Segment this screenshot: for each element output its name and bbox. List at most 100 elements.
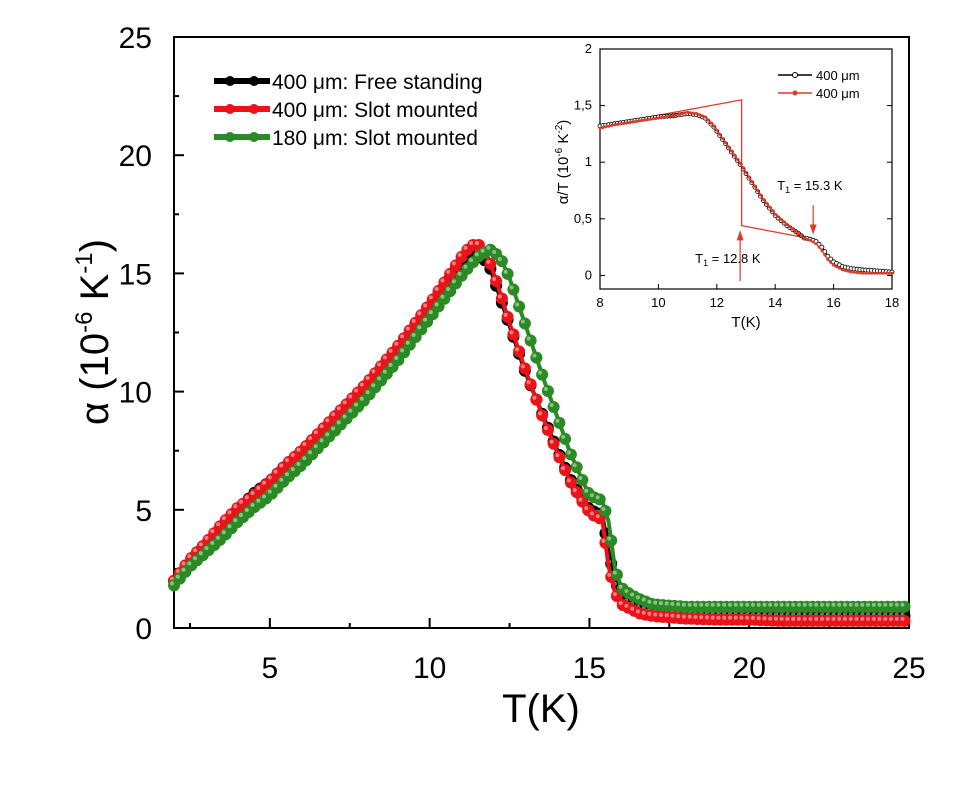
main-data-point [490,275,503,287]
main-data-point-highlight [566,450,571,455]
main-data-point-highlight [394,356,399,360]
main-data-point-highlight [325,432,330,437]
main-data-point-highlight [785,616,790,621]
main-data-point [559,464,572,477]
inset-data-point [694,112,698,115]
main-data-point-highlight [538,370,543,375]
inset-data-point [808,238,812,242]
main-data-point-highlight [250,503,255,507]
main-data-point-highlight [670,601,675,606]
inset-data-point [741,166,745,170]
main-data-point [518,317,531,330]
inset-data-point [639,119,643,123]
inset-data-point [846,269,850,273]
inset-legend: 400 μm 400 μm [778,68,860,101]
main-y-tick-label: 15 [119,258,152,291]
main-data-point-highlight [210,529,215,534]
main-data-point-highlight [877,616,882,621]
main-data-point-highlight [699,602,704,607]
main-data-point-highlight [779,602,784,607]
main-data-point [495,255,508,268]
main-data-point-highlight [561,434,566,439]
main-data-point-highlight [871,616,876,621]
main-data-point-highlight [440,294,445,299]
main-data-point-highlight [900,616,905,621]
inset-data-point [870,271,874,275]
legend-marker [249,132,259,142]
inset-data-point [852,270,856,274]
main-series-line [172,247,909,609]
main-data-point-highlight [647,599,652,604]
main-data-point-highlight [348,394,353,399]
main-data-point [530,351,543,364]
inset-legend-entry-black: 400 μm [778,68,860,83]
main-data-point-highlight [365,376,370,380]
inset-data-point [867,271,871,275]
legend-marker [792,72,798,78]
main-data-point-highlight [227,510,232,515]
main-data-point-highlight [405,326,410,331]
main-data-point [898,600,911,613]
inset-data-point [706,118,710,122]
main-data-point [438,276,451,289]
inset-data-point [788,225,792,229]
main-data-point-highlight [768,616,773,621]
inset-data-point [791,227,795,231]
main-data-point-highlight [733,602,738,607]
inset-data-point [767,205,771,209]
main-data-point-highlight [285,458,289,462]
main-data-point-highlight [279,477,284,482]
main-data-point-highlight [670,613,675,618]
main-data-point-highlight [250,491,255,495]
inset-data-point [802,236,806,240]
inset-data-point [618,122,622,126]
main-data-point-highlight [532,353,537,358]
main-data-point-highlight [342,400,347,405]
inset-data-point [662,115,666,119]
main-data-point-highlight [618,584,623,589]
main-data-point-highlight [848,616,853,621]
inset-legend-label-black: 400 μm [816,68,860,83]
legend-entry-free-standing: 400 μm: Free standing [214,71,483,94]
main-data-point-highlight [486,259,491,264]
main-data-point-highlight [267,475,272,480]
inset-data-point [800,234,803,238]
main-data-point-highlight [221,530,226,535]
main-data-point-highlight [532,395,537,400]
main-data-point-highlight [762,602,767,607]
main-data-point-highlight [279,463,284,468]
inset-plot: 8 10 12 14 16 18 0 0,5 1 1,5 2 T1 = 12.8 K T1 = 15… [554,41,899,331]
main-data-point-highlight [676,614,681,619]
main-data-point-highlight [423,303,428,308]
inset-data-point [843,269,847,272]
main-data-point [530,393,543,406]
main-data-point-highlight [866,602,870,607]
main-legend: 400 μm: Free standing 400 μm: Slot mount… [214,71,483,150]
main-data-point-highlight [388,362,393,367]
inset-data-point [849,270,853,274]
inset-x-axis-title: T(K) [731,314,760,331]
inset-data-point [759,193,763,197]
main-data-point-highlight [889,616,893,621]
main-data-point-highlight [308,436,313,441]
main-data-point-highlight [578,497,583,502]
inset-data-point [814,242,818,246]
main-data-point-highlight [480,248,485,253]
main-data-point-highlight [843,616,847,621]
inset-data-point [654,117,657,120]
inset-series-group [597,110,895,275]
inset-data-point [598,126,602,130]
inset-y-axis-title: α/T (10-6 K-2) [554,120,572,205]
main-data-point-highlight [756,602,761,607]
inset-data-point [835,265,838,269]
annotation-label-t1-low: T1 = 12.8 K [695,251,761,268]
main-data-point [524,334,537,347]
inset-data-point [689,111,692,115]
main-data-point-highlight [365,390,370,395]
main-y-axis-title: α (10-6 K-1) [71,239,117,425]
inset-data-point [610,124,614,127]
inset-data-point [630,120,634,124]
